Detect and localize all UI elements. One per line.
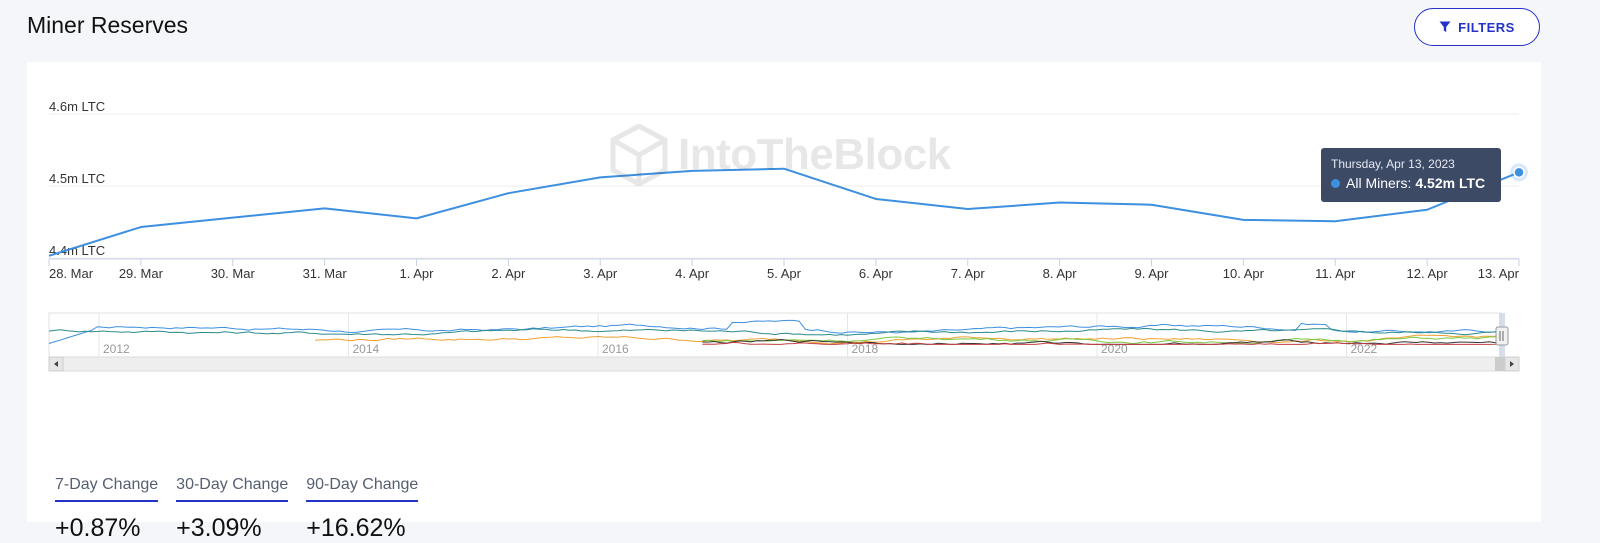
watermark: IntoTheBlock — [610, 124, 951, 186]
stat-value: +3.09% — [176, 514, 262, 542]
series-line-all-miners — [48, 167, 1520, 257]
navigator-series — [48, 327, 1502, 336]
stat-label: 90-Day Change — [306, 476, 419, 502]
x-tick-label: 13. Apr — [1478, 266, 1520, 281]
navigator-year-label: 2020 — [1101, 342, 1128, 356]
x-tick-label: 9. Apr — [1135, 266, 1170, 281]
stat-30-day: 30-Day Change +3.09% — [176, 476, 289, 543]
miner-reserves-chart[interactable]: 4.4m LTC 4.5m LTC 4.6m LTC 28. Mar 29. Mar 3… — [27, 62, 1541, 382]
navigator-series — [48, 319, 1502, 344]
navigator-series — [315, 334, 1502, 345]
change-stats: 7-Day Change +0.87% 30-Day Change +3.09%… — [55, 476, 419, 543]
navigator-year-label: 2018 — [852, 342, 879, 356]
navigator-series — [702, 336, 1501, 345]
filters-button-label: FILTERS — [1458, 19, 1515, 35]
x-tick-label: 1. Apr — [400, 266, 435, 281]
chevron-right-icon — [1510, 361, 1514, 367]
stat-value: +0.87% — [55, 514, 141, 542]
watermark-text: IntoTheBlock — [678, 130, 951, 179]
navigator-scrollbar-track[interactable] — [48, 356, 1520, 372]
tooltip-series-dot — [1331, 178, 1340, 188]
intotheblock-logo-icon — [610, 124, 668, 186]
x-tick-label: 5. Apr — [767, 266, 802, 281]
chevron-left-icon — [54, 361, 58, 367]
y-tick-label: 4.6m LTC — [49, 99, 105, 114]
x-tick-label: 6. Apr — [859, 266, 894, 281]
hover-point — [1513, 166, 1525, 179]
x-tick-label: 30. Mar — [211, 266, 256, 281]
x-tick-label: 2. Apr — [491, 266, 526, 281]
navigator-year-label: 2022 — [1351, 342, 1378, 356]
y-axis-labels: 4.4m LTC 4.5m LTC 4.6m LTC — [49, 99, 105, 258]
tooltip-date: Thursday, Apr 13, 2023 — [1331, 157, 1455, 171]
x-tick-label: 28. Mar — [49, 266, 94, 281]
navigator-series — [702, 341, 1502, 345]
x-tick-label: 8. Apr — [1043, 266, 1078, 281]
stat-label: 30-Day Change — [176, 476, 289, 502]
x-tick-label: 7. Apr — [951, 266, 986, 281]
x-tick-label: 4. Apr — [675, 266, 710, 281]
x-tick-label: 11. Apr — [1315, 266, 1356, 281]
x-tick-label: 10. Apr — [1223, 266, 1265, 281]
page-title: Miner Reserves — [27, 12, 189, 38]
y-tick-label: 4.5m LTC — [49, 171, 105, 186]
navigator-scrollbar-thumb[interactable] — [1495, 357, 1505, 371]
x-tick-label: 29. Mar — [119, 266, 164, 281]
stat-90-day: 90-Day Change +16.62% — [306, 476, 419, 543]
tooltip-value: 4.52m LTC — [1415, 175, 1486, 191]
filter-icon — [1439, 21, 1451, 32]
navigator-handle-right[interactable] — [1495, 326, 1509, 346]
x-tick-label: 3. Apr — [583, 266, 618, 281]
stat-7-day: 7-Day Change +0.87% — [55, 476, 159, 543]
stat-label: 7-Day Change — [55, 476, 159, 502]
x-tick-label: 12. Apr — [1407, 266, 1449, 281]
navigator[interactable]: 2012 2014 2016 2018 2020 2022 — [48, 312, 1520, 372]
navigator-year-label: 2016 — [602, 342, 629, 356]
y-tick-label: 4.4m LTC — [49, 243, 105, 258]
tooltip-series-label: All Miners: — [1346, 175, 1412, 191]
series-all-miners — [48, 163, 1528, 257]
chart-card: 4.4m LTC 4.5m LTC 4.6m LTC 28. Mar 29. Mar 3… — [27, 62, 1541, 542]
chart-tooltip: Thursday, Apr 13, 2023 All Miners: 4.52m… — [1321, 148, 1501, 202]
navigator-year-label: 2014 — [353, 342, 380, 356]
filters-button[interactable]: FILTERS — [1414, 8, 1540, 46]
x-axis: 28. Mar 29. Mar 30. Mar 31. Mar 1. Apr 2. Apr… — [48, 258, 1520, 281]
x-tick-label: 31. Mar — [303, 266, 348, 281]
stat-value: +16.62% — [306, 514, 406, 542]
navigator-year-label: 2012 — [103, 342, 130, 356]
grid-lines — [49, 113, 1519, 259]
